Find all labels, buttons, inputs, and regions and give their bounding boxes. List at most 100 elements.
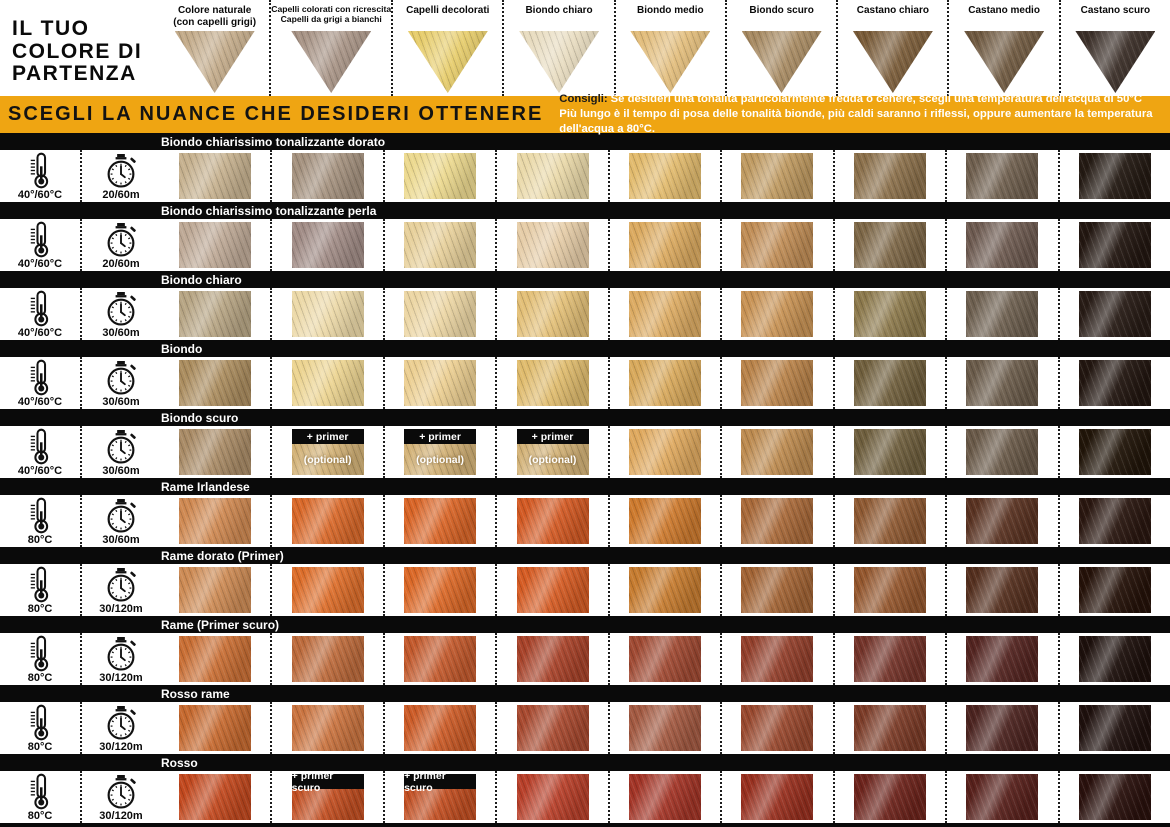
nuance-title-bar: Rame (Primer scuro)	[0, 616, 1170, 633]
result-cell	[607, 357, 720, 409]
time-cell: 30/120m	[80, 564, 160, 616]
result-swatch	[741, 360, 814, 406]
result-cell	[495, 495, 607, 547]
nuance-table: Biondo chiarissimo tonalizzante dorato 40…	[0, 133, 1170, 823]
nuance-title: Biondo chiarissimo tonalizzante perla	[161, 203, 377, 218]
starting-color-column: Castano chiaro	[836, 0, 947, 96]
time-value: 30/60m	[102, 534, 140, 546]
result-cell	[945, 426, 1057, 478]
result-swatch	[853, 222, 926, 268]
starting-color-label: Biondo medio	[636, 5, 704, 16]
result-cell	[270, 150, 382, 202]
result-cell	[160, 771, 270, 823]
result-cell	[160, 426, 270, 478]
thermometer-icon	[30, 428, 49, 465]
result-cell	[607, 702, 720, 754]
result-swatch	[291, 222, 364, 268]
result-cell	[720, 150, 832, 202]
result-cell	[607, 564, 720, 616]
time-cell: 30/120m	[80, 771, 160, 823]
result-cell	[1057, 633, 1170, 685]
result-cell	[1057, 426, 1170, 478]
banner: SCEGLI LA NUANCE CHE DESIDERI OTTENERE C…	[0, 93, 1170, 135]
time-cell: 30/60m	[80, 288, 160, 340]
nuance-row-body: 40°/60°C 30/60m	[0, 357, 1170, 409]
temperature-cell: 40°/60°C	[0, 357, 80, 409]
hair-color-triangle	[1075, 31, 1156, 93]
result-swatch	[853, 774, 926, 820]
temperature-value: 40°/60°C	[17, 465, 63, 477]
time-value: 30/120m	[99, 603, 143, 615]
temperature-value: 40°/60°C	[17, 189, 63, 201]
starting-color-label: Castano medio	[968, 5, 1040, 16]
nuance-title-bar: Biondo chiaro	[0, 271, 1170, 288]
nuance-title: Rame dorato (Primer)	[161, 548, 284, 563]
result-swatch	[966, 153, 1039, 199]
thermometer-icon	[30, 635, 49, 672]
logo-line-1: IL TUO	[12, 17, 90, 40]
result-swatch	[966, 705, 1039, 751]
hair-color-triangle	[519, 31, 600, 93]
primer-optional-label: (optional)	[416, 453, 464, 466]
nuance-row: Rosso rame 80°C 30/120m	[0, 685, 1170, 754]
result-cell	[720, 495, 832, 547]
nuance-row: Biondo scuro 40°/60°C 30/60m + primer (optio…	[0, 409, 1170, 478]
temperature-value: 40°/60°C	[17, 396, 63, 408]
result-cell	[720, 288, 832, 340]
result-swatch	[741, 429, 814, 475]
result-swatch	[291, 360, 364, 406]
result-swatch	[853, 498, 926, 544]
temperature-cell: 80°C	[0, 564, 80, 616]
nuance-title: Rosso rame	[161, 686, 230, 701]
logo-line-2: COLORE DI	[12, 39, 143, 63]
time-value: 30/120m	[99, 810, 143, 822]
primer-label: + primer scuro	[404, 774, 477, 794]
hair-color-triangle	[174, 31, 255, 93]
temperature-value: 40°/60°C	[17, 258, 63, 270]
result-cell	[832, 633, 945, 685]
result-cell	[945, 495, 1057, 547]
result-swatch	[853, 153, 926, 199]
starting-colors-row: Colore naturale (con capelli grigi) Capell…	[160, 0, 1170, 96]
result-cell	[382, 288, 495, 340]
stopwatch-icon	[107, 223, 136, 257]
temperature-cell: 80°C	[0, 633, 80, 685]
result-cell	[270, 564, 382, 616]
nuance-title-bar: Rame dorato (Primer)	[0, 547, 1170, 564]
temperature-cell: 40°/60°C	[0, 219, 80, 271]
temperature-cell: 40°/60°C	[0, 150, 80, 202]
result-swatch	[404, 153, 477, 199]
temperature-value: 80°C	[27, 810, 53, 822]
result-swatch	[1078, 498, 1151, 544]
result-swatch	[628, 153, 701, 199]
temperature-cell: 40°/60°C	[0, 288, 80, 340]
result-cell	[382, 150, 495, 202]
starting-color-column: Biondo medio	[613, 0, 725, 96]
thermometer-icon	[30, 290, 49, 327]
result-swatch	[853, 705, 926, 751]
time-value: 30/60m	[102, 465, 140, 477]
result-swatch	[966, 360, 1039, 406]
result-cell	[1057, 288, 1170, 340]
starting-color-label: Capelli colorati con ricrescita Capelli d…	[271, 4, 392, 24]
stopwatch-icon	[107, 361, 136, 395]
starting-color-label: Castano chiaro	[856, 5, 929, 16]
result-cell	[832, 495, 945, 547]
result-cell	[945, 702, 1057, 754]
header: IL TUO COLORE DI PARTENZA Colore natural…	[0, 0, 1170, 96]
result-swatch	[1078, 636, 1151, 682]
time-value: 30/60m	[102, 396, 140, 408]
result-swatch	[291, 291, 364, 337]
result-swatch	[516, 153, 589, 199]
result-cell	[832, 564, 945, 616]
time-cell: 20/60m	[80, 219, 160, 271]
time-cell: 30/120m	[80, 633, 160, 685]
result-cell	[270, 288, 382, 340]
result-swatch	[179, 291, 252, 337]
primer-optional-label: (optional)	[528, 453, 577, 466]
result-cell	[1057, 495, 1170, 547]
nuance-title: Biondo scuro	[161, 410, 239, 425]
starting-color-column: Biondo scuro	[724, 0, 836, 96]
nuance-title: Rame (Primer scuro)	[161, 617, 280, 632]
result-cell	[382, 357, 495, 409]
